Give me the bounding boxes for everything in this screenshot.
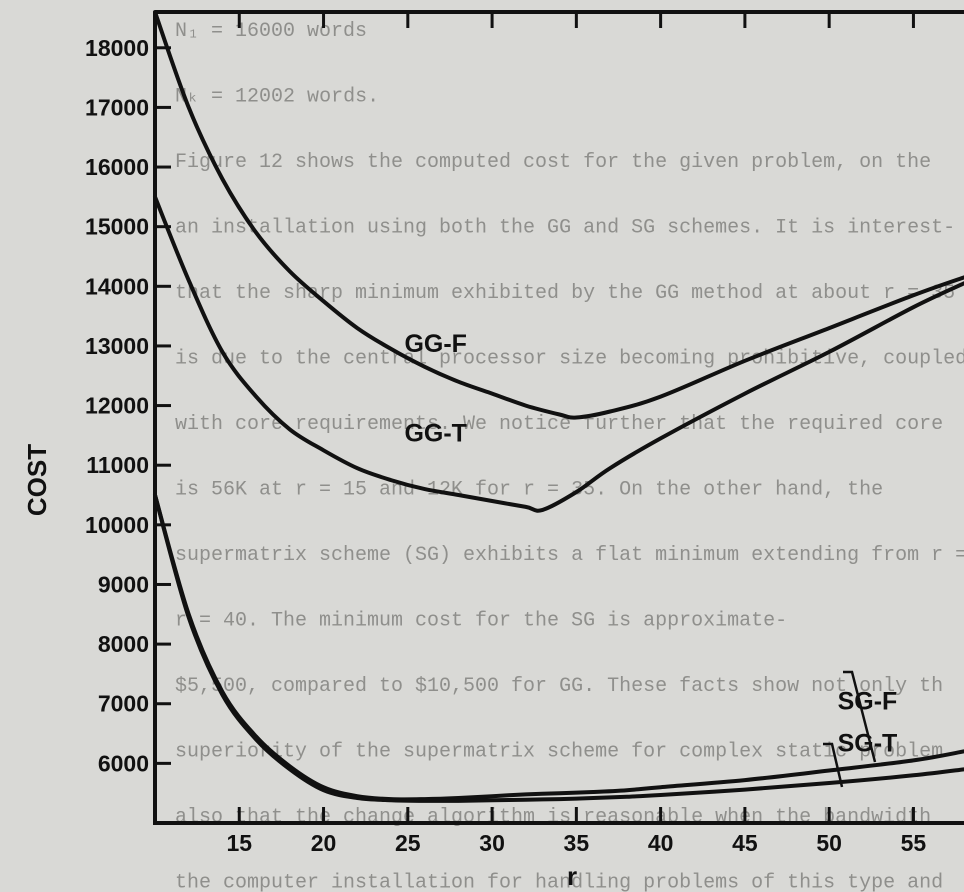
y-tick-label: 9000 [98, 571, 149, 597]
background-text-line: that the sharp minimum exhibited by the … [175, 282, 955, 305]
y-axis-label: COST [22, 444, 52, 516]
y-tick-label: 15000 [85, 214, 149, 240]
y-tick-label: 8000 [98, 631, 149, 657]
background-text-line: $5,500, compared to $10,500 for GG. Thes… [175, 675, 943, 698]
x-tick-label: 40 [648, 830, 674, 856]
background-text-line: superiority of the supermatrix scheme fo… [175, 741, 943, 764]
chart-ticks: 6000 7000 8000 9000 10000 11000 12000 13000 1400… [85, 12, 926, 856]
y-tick-label: 7000 [98, 691, 149, 717]
x-tick-label: 35 [564, 830, 590, 856]
background-text-line: Figure 12 shows the computed cost for th… [175, 151, 931, 174]
y-tick-label: 17000 [85, 94, 149, 120]
series-line-gg-f [153, 10, 964, 420]
background-text-line: supermatrix scheme (SG) exhibits a flat … [175, 544, 964, 567]
axis-frame-left-bottom [153, 12, 964, 825]
background-text-line: r = 40. The minimum cost for the SG is a… [175, 610, 787, 633]
y-tick-label: 12000 [85, 393, 149, 419]
series-line-gg-t [153, 194, 964, 513]
background-text-line: N₁ = 16000 words [175, 20, 367, 43]
y-tick-label: 18000 [85, 35, 149, 61]
y-tick-label: 11000 [86, 452, 149, 478]
y-tick-label: 6000 [98, 750, 149, 776]
background-text-line: also that the change algorithm is reason… [175, 806, 931, 829]
sg-f-leader-line [843, 670, 877, 763]
x-tick-label: 25 [395, 830, 421, 856]
y-tick-label: 13000 [85, 333, 149, 359]
sg-t-leader-line [823, 742, 844, 788]
background-text-line: the computer installation for handling p… [175, 872, 943, 892]
background-text-line: is 56K at r = 15 and 12K for r = 35. On … [175, 479, 883, 502]
chart-series [153, 10, 964, 803]
background-text-line: with core requirements. We notice furthe… [175, 413, 943, 436]
x-tick-label: 30 [479, 830, 505, 856]
background-document-text: N₁ = 16000 words Nₖ = 12002 words. Figure … [175, 20, 964, 892]
x-tick-label: 55 [901, 830, 927, 856]
x-axis-label: r [567, 861, 577, 891]
x-tick-label: 50 [816, 830, 842, 856]
chart-annotations: GG-FGG-TSG-FSG-T [404, 330, 898, 788]
annotation-gg-t: GG-T [404, 419, 467, 447]
x-tick-label: 15 [226, 830, 252, 856]
background-text-line: an installation using both the GG and SG… [175, 217, 955, 240]
background-text-line: is due to the central processor size bec… [175, 348, 964, 371]
annotation-sg-f: SG-F [838, 688, 898, 716]
background-text-line: Nₖ = 12002 words. [175, 86, 379, 109]
series-line-sg-t [153, 493, 964, 803]
y-tick-label: 10000 [85, 512, 149, 538]
x-tick-label: 45 [732, 830, 758, 856]
y-tick-label: 14000 [85, 273, 149, 299]
x-tick-label: 20 [311, 830, 337, 856]
annotation-gg-f: GG-F [404, 330, 467, 358]
y-tick-label: 16000 [85, 154, 149, 180]
